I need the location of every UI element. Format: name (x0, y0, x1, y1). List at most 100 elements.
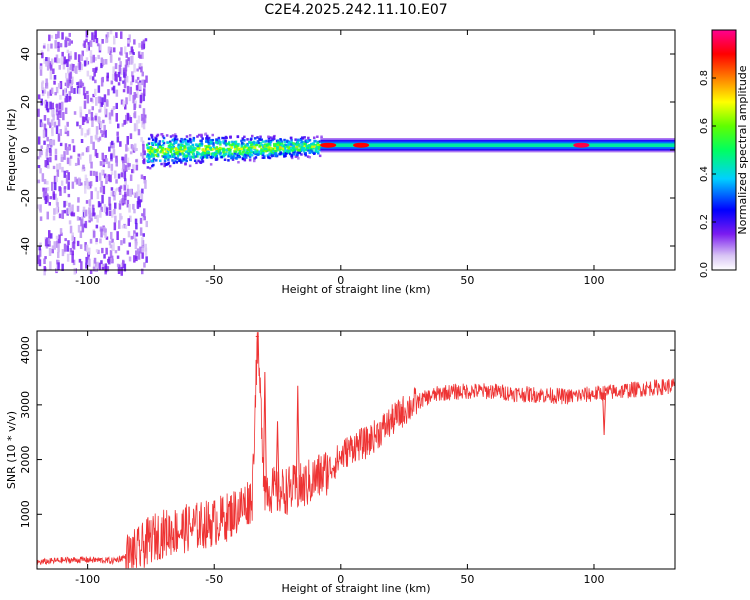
heatmap-cell (99, 43, 102, 51)
heatmap-cell (161, 144, 165, 147)
heatmap-cell (72, 237, 76, 244)
heatmap-cell (97, 96, 101, 104)
heatmap-cell (57, 243, 60, 253)
heatmap-cell (84, 209, 88, 217)
heatmap-cell (78, 177, 81, 186)
heatmap-cell (97, 116, 101, 123)
heatmap-cell (280, 140, 284, 143)
heatmap-cell (53, 75, 57, 80)
heatmap-cell (60, 56, 64, 65)
heatmap-cell (89, 75, 92, 80)
heatmap-cell (166, 162, 170, 166)
heatmap-cell (102, 161, 106, 165)
heatmap-cell (290, 141, 293, 144)
heatmap-cell (274, 150, 277, 153)
heatmap-cell (173, 153, 176, 156)
heatmap-cell (126, 85, 130, 94)
heatmap-cell (45, 101, 49, 111)
heatmap-cell (283, 155, 286, 158)
heatmap-cell (273, 147, 276, 150)
heatmap-cell (245, 156, 248, 159)
heatmap-cell (223, 142, 226, 145)
heatmap-cell (92, 208, 95, 217)
heatmap-cell (316, 141, 319, 144)
heatmap-cell (72, 64, 75, 72)
heatmap-cell (228, 141, 231, 144)
heatmap-cell (110, 110, 114, 116)
heatmap-cell (167, 155, 170, 158)
heatmap-cell (165, 150, 168, 154)
heatmap-cell (72, 212, 76, 217)
heatmap-cell (37, 136, 41, 145)
heatmap-cell (169, 135, 173, 138)
heatmap-cell (228, 153, 232, 156)
heatmap-cell (167, 158, 170, 161)
heatmap-cell (280, 144, 283, 148)
heatmap-cell (140, 152, 143, 157)
heatmap-cell (115, 179, 118, 184)
heatmap-cell (198, 143, 201, 146)
heatmap-cell (63, 186, 67, 190)
heatmap-cell (95, 176, 99, 182)
heatmap-cell (161, 151, 165, 154)
heatmap-cell (300, 140, 304, 144)
heatmap-cell (107, 258, 110, 263)
heatmap-cell (158, 145, 162, 148)
heatmap-cell (105, 176, 109, 181)
heatmap-cell (227, 159, 230, 162)
x-tick-label: 50 (460, 274, 474, 287)
heatmap-cell (237, 142, 240, 146)
heatmap-cell (142, 122, 146, 130)
heatmap-cell (263, 154, 266, 158)
heatmap-cell (155, 137, 158, 141)
heatmap-cell (296, 143, 299, 146)
heatmap-cell (85, 114, 88, 121)
snr-panel: -100 -50 0 50 100 1000 2000 3000 4000 Height of… (5, 330, 676, 595)
heatmap-cell (183, 138, 187, 141)
heatmap-cell (83, 60, 87, 67)
heatmap-cell (79, 79, 82, 86)
heatmap-cell (197, 159, 200, 163)
heatmap-cell (49, 122, 52, 129)
heatmap-cell (55, 197, 59, 206)
heatmap-cell (294, 155, 298, 158)
heatmap-cell (52, 165, 56, 170)
heatmap-cell (112, 85, 116, 94)
heatmap-cell (110, 154, 113, 160)
heatmap-cell (57, 133, 61, 142)
heatmap-cell (107, 89, 110, 96)
heatmap-cell (108, 240, 112, 246)
heatmap-cell (54, 92, 57, 96)
heatmap-cell (71, 232, 74, 242)
heatmap-cell (242, 155, 246, 158)
heatmap-cell (40, 122, 44, 127)
heatmap-cell (286, 150, 289, 153)
heatmap-cell (200, 157, 204, 161)
heatmap-cell (236, 146, 240, 149)
heatmap-cell (43, 179, 47, 185)
heatmap-cell (216, 152, 219, 155)
heatmap-cell (73, 267, 76, 275)
heatmap-cell (77, 224, 81, 233)
heatmap-cell (225, 152, 228, 155)
heatmap-cell (108, 119, 112, 124)
heatmap-cell (88, 199, 92, 207)
colorbar-tick-label: 0.6 (699, 118, 710, 134)
heatmap-cell (38, 149, 42, 158)
heatmap-cell (141, 245, 145, 252)
heatmap-cell (253, 159, 256, 163)
heatmap-cell (76, 178, 79, 185)
heatmap-cell (246, 142, 249, 146)
heatmap-cell (268, 156, 272, 160)
heatmap-cell (92, 93, 95, 98)
heatmap-cell (207, 142, 211, 145)
heatmap-cell (129, 215, 132, 222)
heatmap-cell (120, 266, 123, 276)
heatmap-cell (96, 261, 99, 268)
heatmap-cell (282, 144, 286, 147)
heatmap-cell (253, 157, 256, 160)
heatmap-cell (302, 145, 305, 148)
heatmap-cell (160, 162, 163, 166)
heatmap-cell (151, 143, 154, 147)
heatmap-cell (241, 137, 244, 140)
